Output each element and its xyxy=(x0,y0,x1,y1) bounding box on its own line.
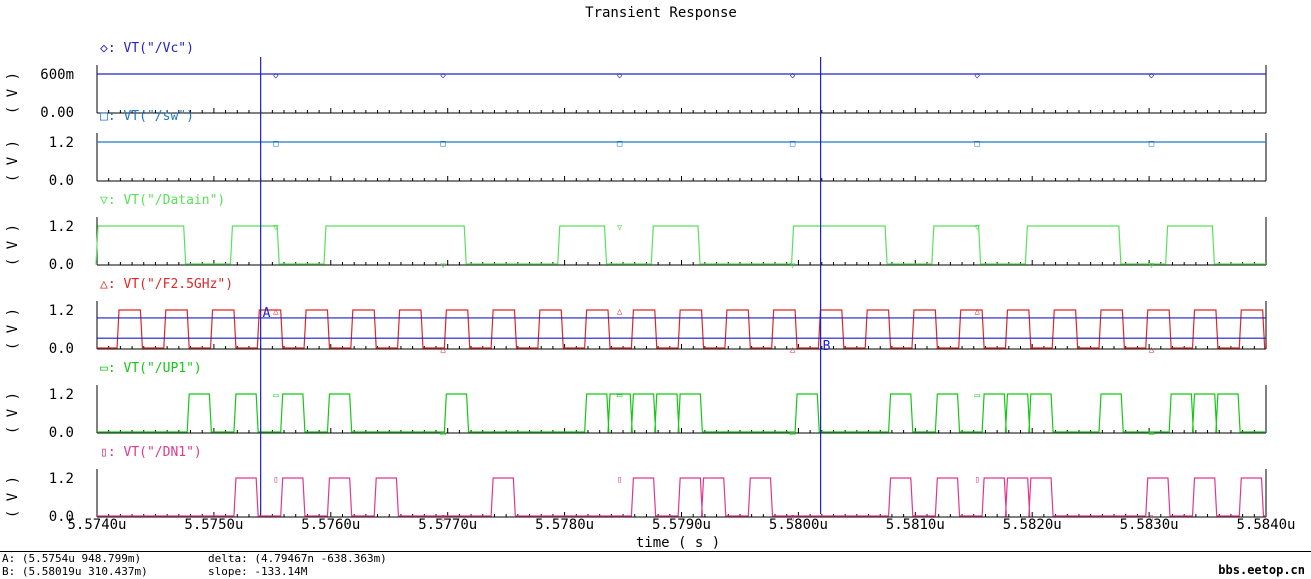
ytick-hi-2: 1.2 xyxy=(49,219,74,235)
y-axis-label-2: ( V ) xyxy=(5,224,21,266)
marker-0-2: ◇ xyxy=(617,71,623,81)
x-axis: 5.5740u 5.5750u 5.5760u 5.5770u 5.5780u 5.579… xyxy=(67,517,1295,533)
status-separator xyxy=(0,551,1311,552)
marker-4-4: ▭ xyxy=(975,391,981,401)
waveform-4 xyxy=(97,393,1266,433)
ytick-lo-1: 0.0 xyxy=(49,173,74,189)
delta-readout: delta: (4.79467n -638.363m) xyxy=(208,552,387,565)
waveform-5 xyxy=(97,477,1266,517)
y-axis-label-3: ( V ) xyxy=(5,308,21,350)
y-axis-label-1: ( V ) xyxy=(5,140,21,182)
marker-4-3: ▭ xyxy=(790,429,796,439)
marker-5-4: ▯ xyxy=(975,475,980,485)
ytick-hi-3: 1.2 xyxy=(49,303,74,319)
panel-2: ▽: VT("/Datain") ( V ) 1.2 0.0 ▽ ▽ ▽ ▽ ▽ ▽ xyxy=(5,193,1267,273)
panel-5: ▯: VT("/DN1") ( V ) 1.2 0.0 ▯ ▯ ▯ ▯ ▯ ▯ xyxy=(5,445,1267,525)
marker-4-2: ▭ xyxy=(617,391,623,401)
waveform-2 xyxy=(95,225,1266,265)
waveform-3 xyxy=(97,309,1266,349)
legend-1: □: VT("/sw") xyxy=(100,109,194,124)
xtick-label-2: 5.5760u xyxy=(301,517,360,533)
marker-1-0: □ xyxy=(273,139,279,149)
ytick-lo-2: 0.0 xyxy=(49,257,74,273)
marker-2-4: ▽ xyxy=(975,223,981,233)
ytick-hi-5: 1.2 xyxy=(49,471,74,487)
xtick-label-8: 5.5820u xyxy=(1003,517,1062,533)
xtick-label-3: 5.5770u xyxy=(418,517,477,533)
xtick-label-9: 5.5830u xyxy=(1120,517,1179,533)
marker-0-5: ◇ xyxy=(1149,71,1155,81)
xtick-label-0: 5.5740u xyxy=(67,517,126,533)
marker-5-1: ▯ xyxy=(440,513,445,523)
marker-1-1: □ xyxy=(440,139,446,149)
marker-1-5: □ xyxy=(1149,139,1155,149)
waveform-panels: ◇: VT("/Vc") ( V ) 600m 0.00 ◇ ◇ ◇ ◇ ◇ ◇ □: VT("/s… xyxy=(5,41,1267,525)
xtick-label-1: 5.5750u xyxy=(184,517,243,533)
marker-2-3: ▽ xyxy=(790,261,796,271)
cursor-A-label: A xyxy=(263,306,271,321)
panel-1: □: VT("/sw") ( V ) 1.2 0.0 □ □ □ □ □ □ xyxy=(5,109,1267,189)
ytick-hi-1: 1.2 xyxy=(49,135,74,151)
ytick-lo-0: 0.00 xyxy=(40,105,74,121)
marker-5-5: ▯ xyxy=(1149,513,1154,523)
marker-3-1: △ xyxy=(440,345,446,355)
legend-0: ◇: VT("/Vc") xyxy=(100,41,194,56)
legend-5: ▯: VT("/DN1") xyxy=(100,445,202,460)
marker-2-5: ▽ xyxy=(1149,261,1155,271)
legend-3: △: VT("/F2.5GHz") xyxy=(100,277,233,292)
xtick-label-10: 5.5840u xyxy=(1236,517,1295,533)
marker-4-1: ▭ xyxy=(440,429,446,439)
marker-4-5: ▭ xyxy=(1149,429,1155,439)
cursors: AB xyxy=(97,57,1266,514)
legend-4: ▭: VT("/UP1") xyxy=(100,361,202,376)
cursor-b-readout: B: (5.58019u 310.437m) xyxy=(2,565,148,578)
marker-1-4: □ xyxy=(975,139,981,149)
marker-5-0: ▯ xyxy=(273,475,278,485)
marker-3-4: △ xyxy=(975,307,981,317)
marker-3-0: △ xyxy=(273,307,279,317)
marker-0-1: ◇ xyxy=(440,71,446,81)
watermark: bbs.eetop.cn xyxy=(1218,563,1305,577)
cursor-B-label: B xyxy=(823,339,831,354)
marker-0-3: ◇ xyxy=(790,71,796,81)
ytick-lo-5: 0.0 xyxy=(49,509,74,525)
y-axis-label-5: ( V ) xyxy=(5,476,21,518)
panel-0: ◇: VT("/Vc") ( V ) 600m 0.00 ◇ ◇ ◇ ◇ ◇ ◇ xyxy=(5,41,1267,121)
x-axis-label: time ( s ) xyxy=(636,535,720,551)
marker-2-0: ▽ xyxy=(273,223,279,233)
ytick-hi-4: 1.2 xyxy=(49,387,74,403)
marker-2-2: ▽ xyxy=(617,223,623,233)
y-axis-label-4: ( V ) xyxy=(5,392,21,434)
ytick-lo-3: 0.0 xyxy=(49,341,74,357)
marker-5-3: ▯ xyxy=(790,513,795,523)
marker-4-0: ▭ xyxy=(273,391,279,401)
cursor-a-readout: A: (5.5754u 948.799m) xyxy=(2,552,142,565)
xtick-label-7: 5.5810u xyxy=(886,517,945,533)
y-axis-label-0: ( V ) xyxy=(5,72,21,114)
transient-plot: Transient Response ◇: VT("/Vc") ( V ) 600m… xyxy=(5,5,1296,551)
marker-3-2: △ xyxy=(617,307,623,317)
marker-3-3: △ xyxy=(790,345,796,355)
xtick-label-4: 5.5780u xyxy=(535,517,594,533)
marker-3-5: △ xyxy=(1149,345,1155,355)
marker-1-2: □ xyxy=(617,139,623,149)
ytick-hi-0: 600m xyxy=(40,67,74,83)
legend-2: ▽: VT("/Datain") xyxy=(100,193,225,208)
panel-3: △: VT("/F2.5GHz") ( V ) 1.2 0.0 △ △ △ △ △ △ xyxy=(5,277,1267,357)
xtick-label-6: 5.5800u xyxy=(769,517,828,533)
slope-readout: slope: -133.14M xyxy=(208,565,308,578)
marker-0-0: ◇ xyxy=(273,71,279,81)
marker-5-2: ▯ xyxy=(617,475,622,485)
xtick-label-5: 5.5790u xyxy=(652,517,711,533)
marker-0-4: ◇ xyxy=(975,71,981,81)
chart-title: Transient Response xyxy=(585,5,737,21)
marker-1-3: □ xyxy=(790,139,796,149)
ytick-lo-4: 0.0 xyxy=(49,425,74,441)
marker-2-1: ▽ xyxy=(440,261,446,271)
panel-4: ▭: VT("/UP1") ( V ) 1.2 0.0 ▭ ▭ ▭ ▭ ▭ ▭ xyxy=(5,361,1267,441)
